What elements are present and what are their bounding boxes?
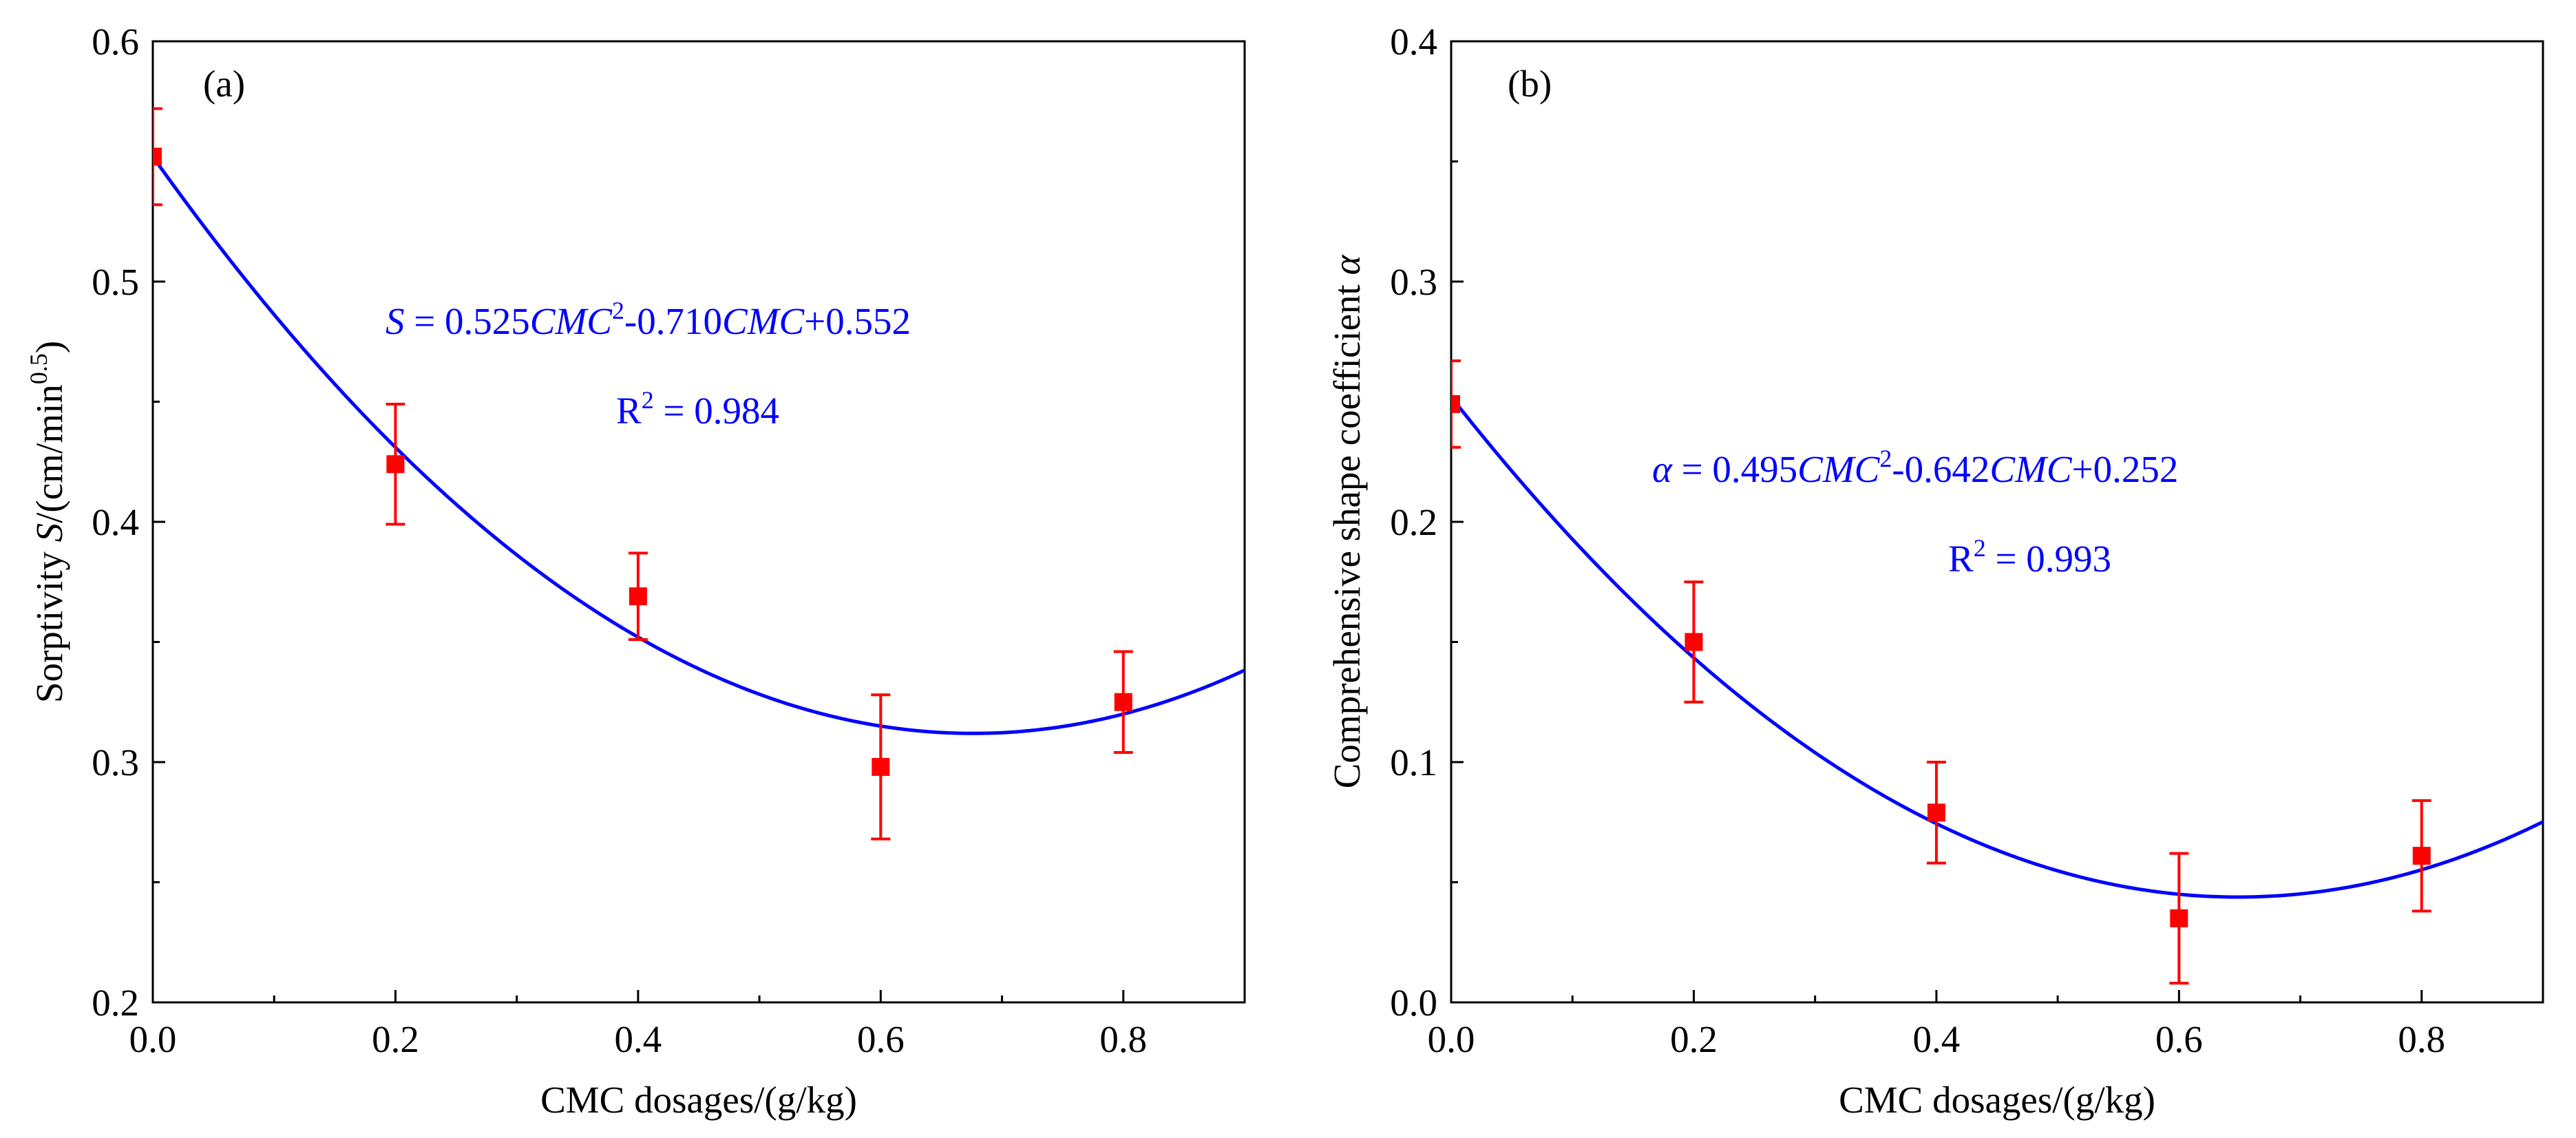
- y-tick-label: 0.5: [92, 261, 139, 303]
- y-tick-label: 0.1: [1390, 741, 1437, 783]
- plot-frame: [1450, 40, 2544, 1004]
- x-tick-label: 0.2: [372, 1018, 419, 1060]
- x-axis-title: CMC dosages/(g/kg): [1839, 1079, 2155, 1121]
- panel-label: (b): [1508, 63, 1552, 105]
- x-tick-label: 0.4: [1913, 1018, 1961, 1060]
- data-point: [629, 587, 647, 606]
- x-axis-title: CMC dosages/(g/kg): [540, 1079, 857, 1121]
- x-tick-label: 0.4: [615, 1018, 662, 1060]
- y-tick-label: 0.2: [1390, 501, 1437, 543]
- y-tick-label: 0.0: [1390, 982, 1437, 1024]
- y-tick-label: 0.3: [92, 741, 139, 783]
- fit-equation: α = 0.495CMC2-0.642CMC+0.252: [1652, 445, 2178, 490]
- x-tick-label: 0.8: [2398, 1018, 2445, 1060]
- r-squared: R2 = 0.984: [616, 386, 779, 432]
- x-tick-label: 0.0: [1428, 1018, 1475, 1060]
- x-tick-label: 0.2: [1670, 1018, 1718, 1060]
- y-tick-label: 0.4: [92, 501, 139, 543]
- r-squared: R2 = 0.993: [1948, 534, 2111, 580]
- data-point: [2170, 909, 2188, 927]
- data-point: [1685, 633, 1703, 651]
- data-point: [872, 757, 890, 776]
- plot-frame: [151, 40, 1246, 1004]
- error-bar: [153, 107, 162, 207]
- y-tick-label: 0.2: [92, 982, 139, 1024]
- error-bar: [1451, 359, 1461, 449]
- y-axis-title: Sorptivity S/(cm/min0.5): [25, 341, 70, 703]
- y-tick-label: 0.6: [92, 21, 139, 63]
- y-tick-label: 0.3: [1390, 261, 1437, 303]
- x-tick-label: 0.6: [2155, 1018, 2203, 1060]
- x-tick-label: 0.0: [129, 1018, 177, 1060]
- x-tick-label: 0.8: [1099, 1018, 1147, 1060]
- data-point: [386, 455, 405, 474]
- y-tick-label: 0.4: [1390, 21, 1437, 63]
- data-point: [1451, 394, 1460, 413]
- data-point: [2412, 847, 2431, 865]
- fit-curve: [153, 156, 1245, 735]
- panel-b: 0.0 0.2 0.4 0.6 0.8 0.0 0.1 0.2 0.3 0.4 CMC dosage…: [1326, 21, 2544, 1121]
- data-point: [153, 147, 162, 166]
- fit-equation: S = 0.525CMC2-0.710CMC+0.552: [386, 297, 911, 342]
- x-tick-label: 0.6: [857, 1018, 905, 1060]
- data-point: [1927, 803, 1945, 822]
- y-axis-title: Comprehensive shape coefficient α: [1326, 255, 1368, 789]
- panel-label: (a): [203, 63, 245, 105]
- fit-curve: [1451, 395, 2543, 899]
- data-point: [1114, 693, 1132, 711]
